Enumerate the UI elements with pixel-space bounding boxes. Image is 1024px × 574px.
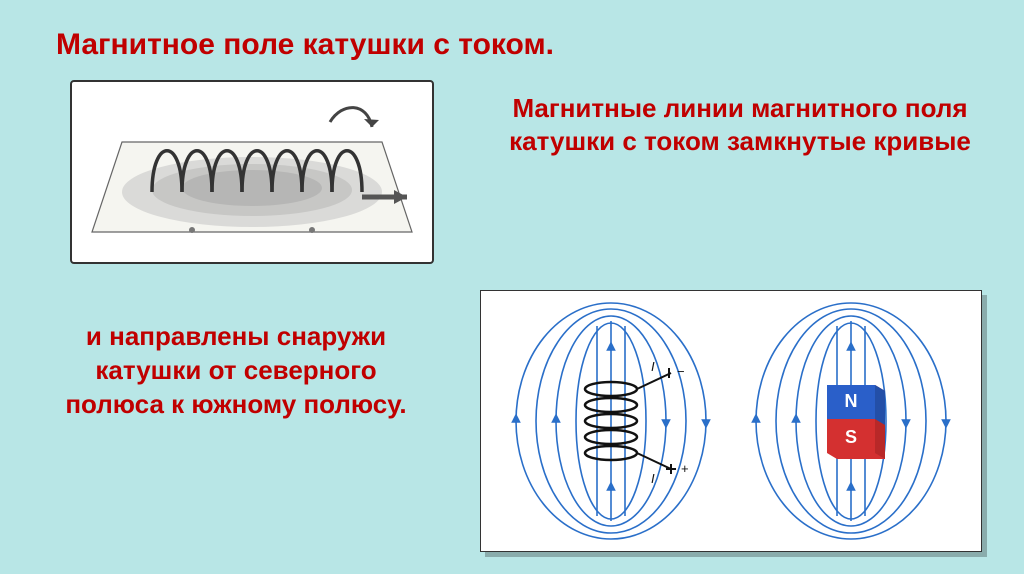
current-label-top: I bbox=[651, 359, 655, 374]
page-title: Магнитное поле катушки с током. bbox=[56, 28, 554, 62]
subtitle-right: Магнитные линии магнитного поля катушки … bbox=[500, 92, 980, 157]
south-label: S bbox=[845, 427, 857, 447]
current-label-bottom: I bbox=[651, 471, 655, 486]
slide-root: Магнитное поле катушки с током. Магнитны… bbox=[0, 0, 1024, 574]
coil-illustration bbox=[70, 80, 434, 264]
solenoid-group: − I + I bbox=[516, 303, 706, 539]
terminal-minus-label: − bbox=[677, 364, 685, 379]
field-diagram: − I + I bbox=[480, 290, 982, 552]
subtitle-left: и направлены снаружи катушки от северног… bbox=[56, 320, 416, 421]
terminal-plus-label: + bbox=[681, 461, 689, 476]
north-label: N bbox=[845, 391, 858, 411]
bar-magnet-group: N S bbox=[756, 303, 946, 539]
